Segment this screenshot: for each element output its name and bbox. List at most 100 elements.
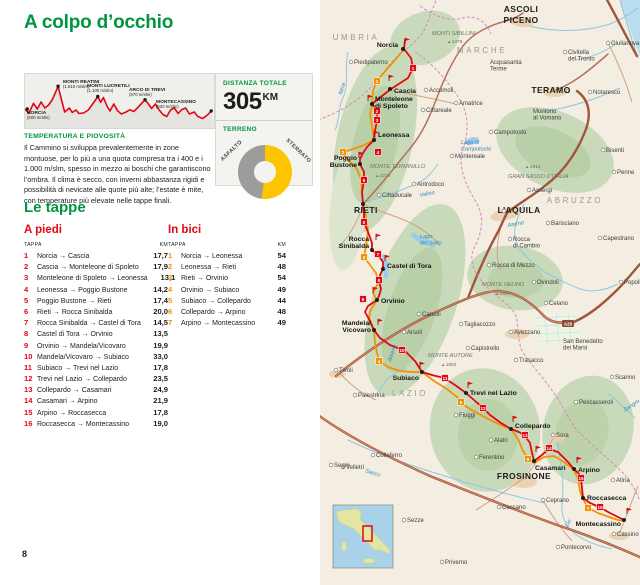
map-label-route: Arpino — [578, 467, 600, 474]
map-label-town: Ceprano — [546, 498, 570, 504]
stage-number: 8 — [24, 329, 29, 339]
stage-km: 14,2 — [153, 284, 168, 294]
map-label-capital: RIETI — [354, 205, 378, 215]
map-label-town: Cassino — [617, 532, 639, 538]
stage-marker-bike — [375, 357, 383, 365]
stage-name: Castel di Tora → Orvinio — [37, 329, 113, 339]
town-dots — [328, 40, 626, 565]
stage-name: Norcia → Leonessa — [181, 251, 243, 260]
stage-marker-walk — [409, 64, 417, 72]
stage-name: Cascia → Monteleone di Spoleto — [37, 262, 139, 272]
stage-name: Mandela/Vicovaro → Subiaco — [37, 351, 129, 361]
map-label-town: Civitella del Tronto — [568, 50, 595, 62]
stage-name: Collepardo → Arpino — [181, 306, 246, 316]
a25-shield — [562, 320, 574, 327]
map-label-town: Rocca di Cambio — [513, 237, 541, 249]
stage-km: 19,9 — [153, 340, 168, 350]
stage-number: 10 — [24, 351, 33, 361]
stage-number: 5 — [168, 295, 173, 305]
stage-number: 11 — [24, 362, 33, 372]
stage-name: Roccasecca → Montecassino — [37, 418, 130, 428]
map-label-town: Montereale — [455, 154, 486, 160]
stage-name: Arpino → Roccasecca — [37, 407, 107, 417]
peak-dot — [209, 109, 213, 113]
stage-marker-walk — [373, 107, 381, 115]
map-label-route: Orvinio — [381, 298, 405, 305]
town-dot — [453, 412, 459, 418]
town-dot — [622, 518, 626, 522]
map-label-capital: L'AQUILA — [498, 205, 541, 215]
town-dot — [600, 147, 606, 153]
stage-row: 7 Arpino → Montecassino 49 — [168, 318, 286, 329]
stage-row: 2 Cascia → Monteleone di Spoleto 17,9 — [24, 262, 168, 273]
stage-number: 7 — [168, 318, 173, 328]
stage-name: Subiaco → Collepardo — [181, 295, 251, 305]
stage-km: 21,9 — [153, 396, 168, 406]
stage-marker-walk-number: 12 — [480, 406, 486, 412]
map-label-water: Lago di Campotosto — [461, 140, 491, 152]
elevation-profile-chart: NORCIA (600 m/slm) MONTI REATINI (1.510 m/s… — [24, 73, 215, 129]
flag-icon — [626, 507, 632, 514]
peak-dot — [143, 98, 147, 102]
town-dot — [333, 367, 339, 373]
stage-name: Norcia → Cascia — [37, 251, 90, 260]
stage-km: 54 — [277, 273, 286, 283]
town-dot — [458, 321, 464, 327]
flag-icon — [384, 254, 390, 261]
stage-marker-bike — [373, 77, 381, 85]
stage-row: 5 Subiaco → Collepardo 44 — [168, 296, 286, 307]
route-map: 1 2 3 4 5 6 7 8 9 10 11 12 13 14 15 16 1 2 3 4 5 6 7 UMBRIA MAR… — [320, 0, 640, 585]
stage-row: 9 Orvinio → Mandela/Vicovaro 19,9 — [24, 341, 168, 352]
map-label-town: Capestrano — [603, 236, 635, 242]
stage-number: 15 — [24, 407, 33, 417]
stage-row: 13 Collepardo → Casamari 24,9 — [24, 385, 168, 396]
stage-name: Trevi nel Lazio → Collepardo — [37, 374, 127, 384]
town-dot — [449, 153, 455, 159]
distance-total-value: 305KM — [223, 88, 305, 116]
stage-marker-walk — [545, 444, 553, 452]
climate-body: Il Cammino si sviluppa prevalentemente i… — [24, 143, 211, 205]
town-dot — [358, 162, 362, 166]
map-label-town: Amatrice — [459, 101, 483, 107]
a25-shield-label: A25 — [564, 321, 573, 326]
town-dot — [486, 262, 492, 268]
town-dot — [388, 87, 392, 91]
stage-row: 11 Subiaco → Trevi nel Lazio 17,8 — [24, 363, 168, 374]
town-dot — [545, 220, 551, 226]
stage-marker-walk-number: 7 — [377, 252, 380, 258]
map-label-route: Norcia — [377, 42, 398, 49]
town-dot — [423, 87, 429, 93]
town-dot — [473, 454, 479, 460]
divider — [216, 120, 312, 121]
map-label-town: Atina — [616, 478, 630, 484]
map-label-route: Poggio Bustone — [330, 155, 357, 169]
stage-marker-bike-number: 4 — [378, 359, 381, 365]
map-label-town: Campotosto — [494, 130, 527, 136]
map-label-town: Cittaducale — [382, 193, 413, 199]
elevation-profile-svg: NORCIA(600 m/slm) MONTI REATINI(1.510 m/s… — [25, 79, 214, 128]
distance-unit: KM — [262, 92, 279, 103]
italy-inset-map — [332, 504, 394, 569]
stage-name: Collepardo → Casamari — [37, 385, 112, 395]
town-dot — [488, 129, 494, 135]
peak-elevation: (1.100 m/slm) — [87, 88, 114, 93]
stage-marker-bike — [339, 148, 347, 156]
stage-marker-bike-number: 2 — [342, 150, 345, 156]
stage-marker-bike — [584, 504, 592, 512]
map-label-peaknum: ▴ 1853 — [442, 362, 457, 368]
flag-icon — [373, 130, 379, 137]
stage-number: 13 — [24, 385, 33, 395]
stage-name: Monteleone di Spoleto → Leonessa — [37, 273, 148, 283]
stage-number: 6 — [24, 306, 29, 316]
stage-row: 7 Rocca Sinibalda → Castel di Tora 14,5 — [24, 318, 168, 329]
stage-marker-walk — [441, 374, 449, 382]
stage-marker-walk-number: 3 — [376, 118, 379, 124]
stage-name: Casamari → Arpino — [37, 396, 98, 406]
map-label-peak: MONTE TERMINILLO — [370, 164, 426, 170]
stage-marker-walk-number: 9 — [362, 297, 365, 303]
map-label-town: Alatri — [494, 438, 508, 444]
stage-number: 3 — [24, 273, 29, 283]
stage-row: 2 Leonessa → Rieti 48 — [168, 262, 286, 273]
